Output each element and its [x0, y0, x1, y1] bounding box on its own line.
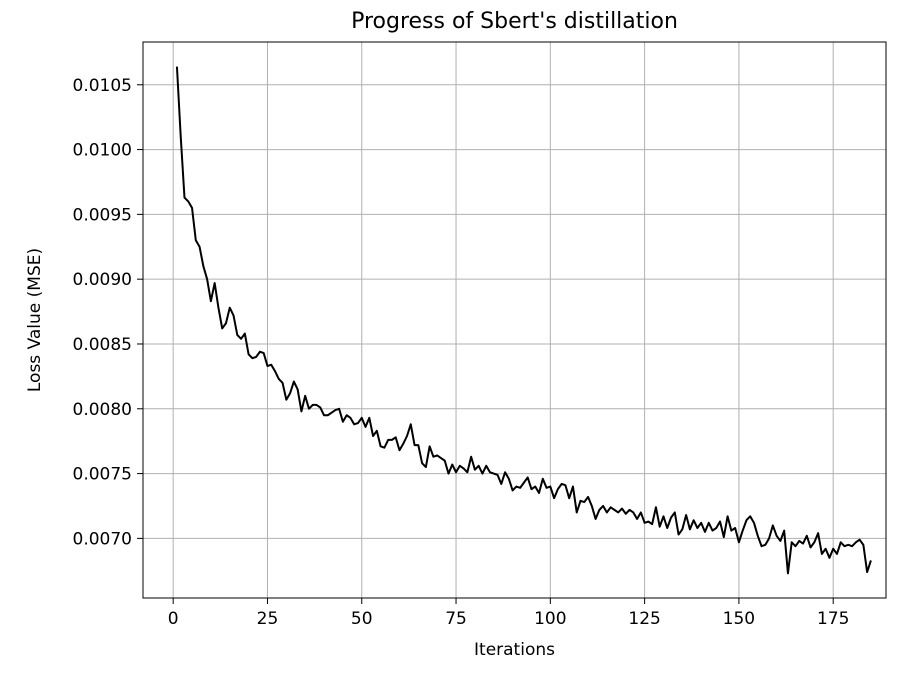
x-tick-label: 175: [817, 609, 849, 629]
y-tick-label: 0.0090: [73, 270, 132, 290]
loss-series-line: [175, 66, 872, 575]
y-tick-label: 0.0070: [73, 529, 132, 549]
x-tick-label: 0: [168, 609, 179, 629]
x-tick-label: 150: [723, 609, 755, 629]
y-tick-label: 0.0095: [73, 205, 132, 225]
y-tick-label: 0.0085: [73, 335, 132, 355]
x-tick-label: 50: [351, 609, 373, 629]
grid-layer: [143, 42, 886, 598]
y-tick-label: 0.0105: [73, 76, 132, 96]
x-tick-label: 125: [628, 609, 660, 629]
series-layer: [175, 66, 872, 575]
x-tick-label: 25: [257, 609, 279, 629]
ticks-layer: 0 25 50 75 100 125 150 175 0.0070 0.0075 0.0080 0.0…: [73, 76, 850, 629]
chart-title: Progress of Sbert's distillation: [351, 9, 678, 34]
plot-frame: [142, 41, 887, 599]
x-tick-label: 75: [445, 609, 467, 629]
x-axis-title: Iterations: [474, 640, 555, 660]
y-tick-label: 0.0080: [73, 400, 132, 420]
y-axis-title: Loss Value (MSE): [25, 248, 45, 392]
y-tick-label: 0.0075: [73, 465, 132, 485]
y-tick-label: 0.0100: [73, 141, 132, 161]
x-tick-label: 100: [534, 609, 566, 629]
